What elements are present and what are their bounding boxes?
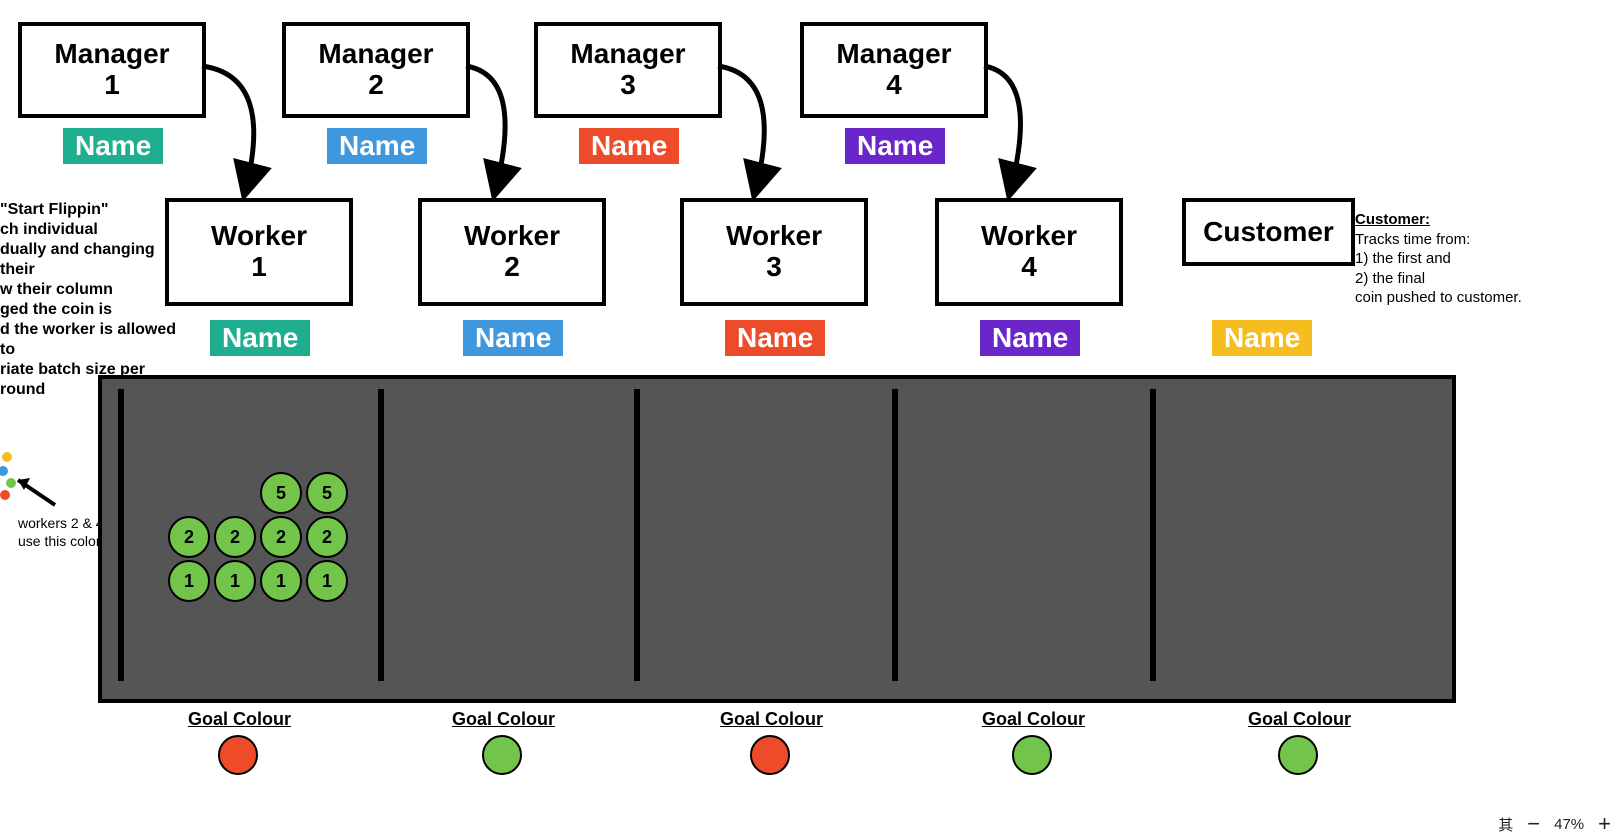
goal-colour-label-1: Goal Colour <box>188 709 291 730</box>
coin-1[interactable]: 1 <box>214 560 256 602</box>
zoom-controls: 其−47% + <box>1488 810 1621 838</box>
coin-2[interactable]: 2 <box>306 516 348 558</box>
worker-box-1: Worker1 <box>165 198 353 306</box>
zoom-in-button[interactable]: + <box>1598 813 1611 835</box>
goal-colour-dot-3 <box>750 735 790 775</box>
goal-colour-dot-2 <box>482 735 522 775</box>
goal-colour-label-4: Goal Colour <box>982 709 1085 730</box>
coin-2[interactable]: 2 <box>168 516 210 558</box>
worker-box-2: Worker2 <box>418 198 606 306</box>
coin-2[interactable]: 2 <box>260 516 302 558</box>
worker-name-tag-1[interactable]: Name <box>210 320 310 356</box>
coin-2[interactable]: 2 <box>214 516 256 558</box>
worker-label: Worker <box>211 221 307 252</box>
customer-box: Customer <box>1182 198 1355 266</box>
worker-number: 2 <box>504 252 520 283</box>
customer-name-tag[interactable]: Name <box>1212 320 1312 356</box>
coin-5[interactable]: 5 <box>260 472 302 514</box>
worker-name-tag-2[interactable]: Name <box>463 320 563 356</box>
goal-colour-dot-1 <box>218 735 258 775</box>
fit-icon[interactable]: 其 <box>1498 814 1513 835</box>
worker-number: 3 <box>766 252 782 283</box>
worker-name-tag-4[interactable]: Name <box>980 320 1080 356</box>
worker-number: 1 <box>251 252 267 283</box>
customer-note: Customer:Tracks time from:1) the first a… <box>1355 210 1615 308</box>
goal-colour-label-2: Goal Colour <box>452 709 555 730</box>
board-divider-3 <box>634 389 640 681</box>
worker-label: Worker <box>981 221 1077 252</box>
coin-1[interactable]: 1 <box>168 560 210 602</box>
worker-name-tag-3[interactable]: Name <box>725 320 825 356</box>
worker-box-4: Worker4 <box>935 198 1123 306</box>
coin-5[interactable]: 5 <box>306 472 348 514</box>
worker-label: Worker <box>726 221 822 252</box>
board-divider-4 <box>892 389 898 681</box>
worker-box-3: Worker3 <box>680 198 868 306</box>
board-divider-5 <box>1150 389 1156 681</box>
worker-label: Worker <box>464 221 560 252</box>
coin-1[interactable]: 1 <box>260 560 302 602</box>
goal-colour-label-3: Goal Colour <box>720 709 823 730</box>
zoom-out-button[interactable]: − <box>1527 813 1540 835</box>
goal-colour-dot-4 <box>1012 735 1052 775</box>
goal-colour-dot-5 <box>1278 735 1318 775</box>
coin-1[interactable]: 1 <box>306 560 348 602</box>
worker-number: 4 <box>1021 252 1037 283</box>
board-divider-1 <box>118 389 124 681</box>
board-divider-2 <box>378 389 384 681</box>
goal-colour-label-5: Goal Colour <box>1248 709 1351 730</box>
zoom-level: 47% <box>1554 816 1584 833</box>
customer-label: Customer <box>1203 217 1334 248</box>
